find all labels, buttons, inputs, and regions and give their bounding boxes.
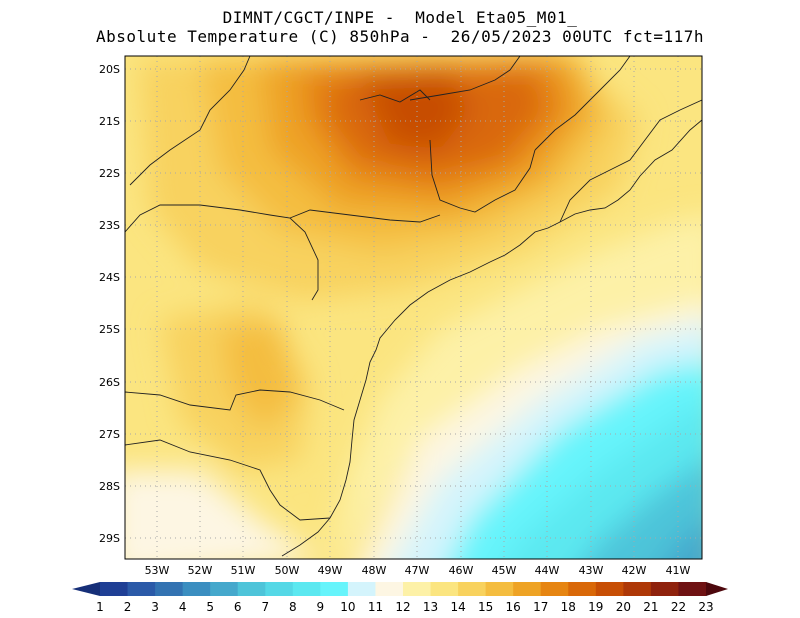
colorbar-cell bbox=[540, 582, 569, 596]
colorbar-cell bbox=[127, 582, 156, 596]
state-border bbox=[289, 209, 441, 223]
lon-label: 46W bbox=[449, 564, 474, 577]
colorbar-cell bbox=[182, 582, 211, 596]
colorbar-cell bbox=[430, 582, 459, 596]
lat-label: 29S bbox=[99, 532, 120, 545]
lon-label: 50W bbox=[275, 564, 300, 577]
colorbar-label: 4 bbox=[179, 600, 187, 614]
colorbar-label: 6 bbox=[234, 600, 242, 614]
state-border bbox=[129, 56, 251, 186]
colorbar-label: 10 bbox=[340, 600, 355, 614]
colorbar-label: 21 bbox=[643, 600, 658, 614]
colorbar-label: 8 bbox=[289, 600, 297, 614]
colorbar-cell bbox=[210, 582, 239, 596]
state-border bbox=[125, 439, 331, 521]
colorbar-cell bbox=[513, 582, 542, 596]
colorbar-cell bbox=[375, 582, 404, 596]
map-title-line-2: Absolute Temperature (C) 850hPa - 26/05/… bbox=[96, 27, 704, 46]
lat-label: 23S bbox=[99, 219, 120, 232]
lat-label: 25S bbox=[99, 323, 120, 336]
colorbar-cell bbox=[568, 582, 597, 596]
lon-label: 42W bbox=[622, 564, 647, 577]
colorbar-cell bbox=[347, 582, 376, 596]
lon-label: 52W bbox=[188, 564, 213, 577]
lon-label: 49W bbox=[318, 564, 343, 577]
coastline bbox=[281, 119, 702, 557]
state-border bbox=[125, 204, 319, 301]
state-border bbox=[359, 89, 431, 103]
lat-label: 27S bbox=[99, 428, 120, 441]
colorbar-over-arrow bbox=[706, 582, 728, 596]
colorbar: 1 2 3 4 5 6 7 8 9 10 11 12 13 14 15 16 17 18 19 20 21 22 23 bbox=[72, 582, 728, 614]
colorbar-cell bbox=[485, 582, 514, 596]
colorbar-label: 23 bbox=[698, 600, 713, 614]
colorbar-cell bbox=[650, 582, 679, 596]
colorbar-cell bbox=[403, 582, 432, 596]
colorbar-cell bbox=[237, 582, 266, 596]
state-border bbox=[534, 56, 631, 151]
colorbar-cell bbox=[100, 582, 129, 596]
state-border bbox=[559, 99, 702, 223]
map-title-line-1: DIMNT/CGCT/INPE - Model Eta05_M01_ bbox=[222, 8, 578, 27]
colorbar-cell bbox=[595, 582, 624, 596]
colorbar-label: 14 bbox=[450, 600, 465, 614]
lon-label: 45W bbox=[492, 564, 517, 577]
colorbar-label: 7 bbox=[261, 600, 269, 614]
latitude-axis: 20S 21S 22S 23S 24S 25S 26S 27S 28S 29S bbox=[99, 63, 120, 545]
colorbar-label: 2 bbox=[124, 600, 132, 614]
colorbar-label: 3 bbox=[151, 600, 159, 614]
colorbar-cell bbox=[320, 582, 349, 596]
state-border bbox=[409, 56, 521, 101]
lon-label: 43W bbox=[579, 564, 604, 577]
colorbar-label: 11 bbox=[368, 600, 383, 614]
colorbar-label: 16 bbox=[506, 600, 521, 614]
colorbar-cell bbox=[265, 582, 294, 596]
lat-label: 20S bbox=[99, 63, 120, 76]
state-border bbox=[125, 389, 345, 411]
lon-label: 51W bbox=[231, 564, 256, 577]
colorbar-cell bbox=[678, 582, 707, 596]
colorbar-label: 9 bbox=[317, 600, 325, 614]
lat-label: 28S bbox=[99, 480, 120, 493]
longitude-axis: 53W 52W 51W 50W 49W 48W 47W 46W 45W 44W … bbox=[145, 564, 691, 577]
lat-label: 22S bbox=[99, 167, 120, 180]
colorbar-cell bbox=[623, 582, 652, 596]
colorbar-label: 12 bbox=[395, 600, 410, 614]
colorbar-under-arrow bbox=[72, 582, 100, 596]
coastline-borders bbox=[125, 56, 702, 557]
colorbar-label: 13 bbox=[423, 600, 438, 614]
lon-label: 53W bbox=[145, 564, 170, 577]
temperature-field bbox=[125, 56, 702, 559]
lon-label: 48W bbox=[362, 564, 387, 577]
colorbar-label: 15 bbox=[478, 600, 493, 614]
colorbar-label: 20 bbox=[616, 600, 631, 614]
colorbar-label: 19 bbox=[588, 600, 603, 614]
lat-label: 24S bbox=[99, 271, 120, 284]
lon-label: 44W bbox=[535, 564, 560, 577]
lon-label: 41W bbox=[666, 564, 691, 577]
lat-label: 21S bbox=[99, 115, 120, 128]
colorbar-label: 22 bbox=[671, 600, 686, 614]
state-border bbox=[429, 139, 536, 213]
colorbar-label: 18 bbox=[561, 600, 576, 614]
colorbar-cell bbox=[155, 582, 184, 596]
grid bbox=[125, 56, 702, 559]
lat-label: 26S bbox=[99, 376, 120, 389]
colorbar-cell bbox=[292, 582, 321, 596]
colorbar-label: 1 bbox=[96, 600, 104, 614]
lon-label: 47W bbox=[405, 564, 430, 577]
map-frame bbox=[124, 55, 703, 560]
colorbar-label: 17 bbox=[533, 600, 548, 614]
colorbar-label: 5 bbox=[206, 600, 214, 614]
colorbar-cell bbox=[458, 582, 487, 596]
